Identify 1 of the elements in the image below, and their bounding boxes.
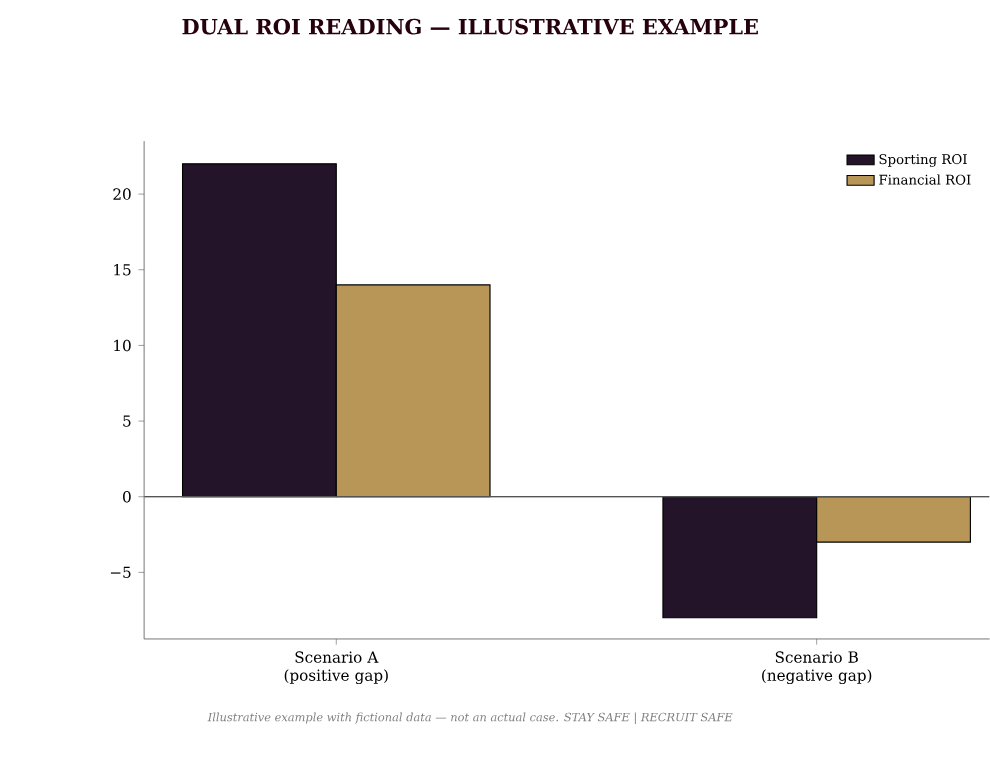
chart-title: DUAL ROI READING — ILLUSTRATIVE EXAMPLE — [182, 18, 758, 35]
